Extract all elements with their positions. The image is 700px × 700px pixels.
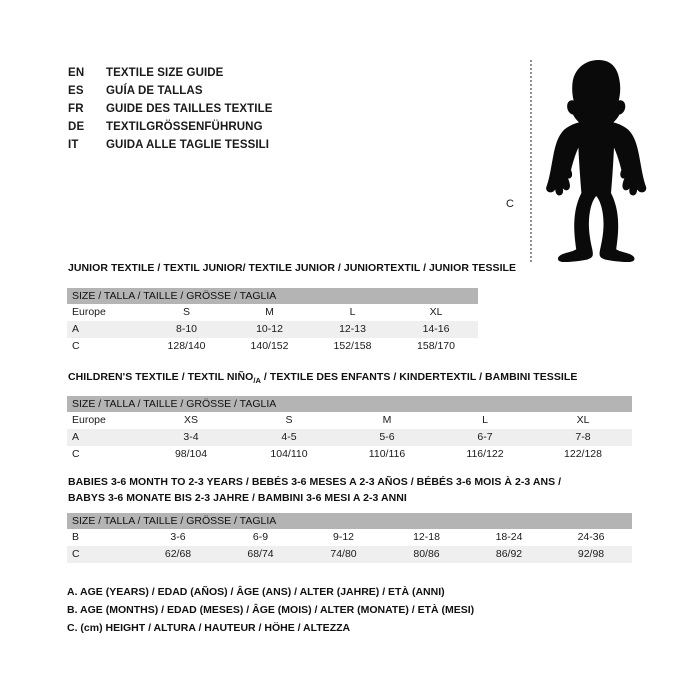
cell-value: 86/92 — [468, 546, 550, 563]
legend-line-b: B. AGE (MONTHS) / EDAD (MESES) / ÂGE (MO… — [67, 604, 475, 616]
cell-value: 152/158 — [311, 338, 394, 355]
table-header-row: SIZE / TALLA / TAILLE / GRÖSSE / TAGLIA — [67, 396, 632, 412]
cell-value: 7-8 — [534, 429, 632, 446]
row-label: C — [67, 338, 145, 355]
cell-value: 24-36 — [550, 529, 633, 546]
row-label: C — [67, 446, 142, 463]
babies-title-line2: BABYS 3-6 MONATE BIS 2-3 JAHRE / BAMBINI… — [68, 492, 407, 504]
cell-value: 10-12 — [228, 321, 311, 338]
cell-value: 110/116 — [338, 446, 436, 463]
cell-value: 6-7 — [436, 429, 534, 446]
cell-value: 62/68 — [137, 546, 219, 563]
row-label: C — [67, 546, 137, 563]
children-title-subscript: /A — [253, 376, 261, 386]
cell-value: 158/170 — [394, 338, 479, 355]
cell-value: 98/104 — [142, 446, 240, 463]
language-row-fr: FR GUIDE DES TAILLES TEXTILE — [68, 100, 398, 118]
cell-value: XS — [142, 412, 240, 429]
table-row: C 62/68 68/74 74/80 80/86 86/92 92/98 — [67, 546, 633, 563]
table-row: Europe S M L XL — [67, 304, 479, 321]
height-measurement-figure: C — [498, 38, 668, 268]
cell-value: S — [145, 304, 228, 321]
junior-size-header: SIZE / TALLA / TAILLE / GRÖSSE / TAGLIA — [67, 288, 479, 304]
child-silhouette-icon — [546, 60, 647, 262]
language-code-it: IT — [68, 139, 79, 151]
cell-value: 92/98 — [550, 546, 633, 563]
cell-value: 122/128 — [534, 446, 632, 463]
cell-value: 140/152 — [228, 338, 311, 355]
junior-section-title: JUNIOR TEXTILE / TEXTIL JUNIOR/ TEXTILE … — [68, 262, 517, 274]
language-code-de: DE — [68, 121, 85, 133]
cell-value: 80/86 — [385, 546, 468, 563]
babies-section-title: BABIES 3-6 MONTH TO 2-3 YEARS / BEBÉS 3-… — [68, 476, 561, 504]
language-title-fr: GUIDE DES TAILLES TEXTILE — [106, 103, 273, 115]
cell-value: 14-16 — [394, 321, 479, 338]
language-code-es: ES — [68, 85, 84, 97]
cell-value: XL — [534, 412, 632, 429]
measurement-legend: A. AGE (YEARS) / EDAD (AÑOS) / ÂGE (ANS)… — [67, 583, 587, 637]
language-row-de: DE TEXTILGRÖSSENFÜHRUNG — [68, 118, 398, 136]
cell-value: 9-12 — [302, 529, 385, 546]
table-row: C 128/140 140/152 152/158 158/170 — [67, 338, 479, 355]
cell-value: 18-24 — [468, 529, 550, 546]
table-header-row: SIZE / TALLA / TAILLE / GRÖSSE / TAGLIA — [67, 288, 479, 304]
language-code-fr: FR — [68, 103, 84, 115]
language-title-de: TEXTILGRÖSSENFÜHRUNG — [106, 121, 263, 133]
children-section-title: CHILDREN'S TEXTILE / TEXTIL NIÑO/A / TEX… — [68, 371, 577, 385]
cell-value: 5-6 — [338, 429, 436, 446]
children-size-table: SIZE / TALLA / TAILLE / GRÖSSE / TAGLIA … — [67, 396, 632, 463]
legend-line-c: C. (cm) HEIGHT / ALTURA / HAUTEUR / HÖHE… — [67, 622, 351, 634]
cell-value: 104/110 — [240, 446, 338, 463]
cell-value: 116/122 — [436, 446, 534, 463]
babies-size-table: SIZE / TALLA / TAILLE / GRÖSSE / TAGLIA … — [67, 513, 633, 563]
table-row: Europe XS S M L XL — [67, 412, 632, 429]
junior-size-table: SIZE / TALLA / TAILLE / GRÖSSE / TAGLIA … — [67, 288, 479, 355]
cell-value: 3-4 — [142, 429, 240, 446]
cell-value: 128/140 — [145, 338, 228, 355]
babies-title-line1: BABIES 3-6 MONTH TO 2-3 YEARS / BEBÉS 3-… — [68, 476, 562, 488]
cell-value: 74/80 — [302, 546, 385, 563]
language-title-en: TEXTILE SIZE GUIDE — [106, 67, 224, 79]
children-title-part2: / TEXTILE DES ENFANTS / KINDERTEXTIL / B… — [260, 371, 578, 383]
height-measure-dotted-line — [530, 60, 532, 262]
table-row: B 3-6 6-9 9-12 12-18 18-24 24-36 — [67, 529, 633, 546]
table-row: C 98/104 104/110 110/116 116/122 122/128 — [67, 446, 632, 463]
cell-value: S — [240, 412, 338, 429]
cell-value: XL — [394, 304, 479, 321]
row-label: Europe — [67, 304, 145, 321]
language-row-it: IT GUIDA ALLE TAGLIE TESSILI — [68, 136, 398, 154]
language-legend: EN TEXTILE SIZE GUIDE ES GUÍA DE TALLAS … — [68, 64, 398, 154]
cell-value: 3-6 — [137, 529, 219, 546]
babies-size-header: SIZE / TALLA / TAILLE / GRÖSSE / TAGLIA — [67, 513, 633, 529]
language-row-es: ES GUÍA DE TALLAS — [68, 82, 398, 100]
row-label: Europe — [67, 412, 142, 429]
children-size-header: SIZE / TALLA / TAILLE / GRÖSSE / TAGLIA — [67, 396, 632, 412]
height-axis-label: C — [506, 198, 514, 210]
children-title-part1: CHILDREN'S TEXTILE / TEXTIL NIÑO — [68, 371, 254, 383]
cell-value: L — [311, 304, 394, 321]
row-label: B — [67, 529, 137, 546]
cell-value: 8-10 — [145, 321, 228, 338]
language-code-en: EN — [68, 67, 85, 79]
table-row: A 3-4 4-5 5-6 6-7 7-8 — [67, 429, 632, 446]
cell-value: 12-18 — [385, 529, 468, 546]
cell-value: M — [228, 304, 311, 321]
cell-value: 12-13 — [311, 321, 394, 338]
language-title-it: GUIDA ALLE TAGLIE TESSILI — [106, 139, 270, 151]
cell-value: 6-9 — [219, 529, 302, 546]
cell-value: 4-5 — [240, 429, 338, 446]
table-header-row: SIZE / TALLA / TAILLE / GRÖSSE / TAGLIA — [67, 513, 633, 529]
language-title-es: GUÍA DE TALLAS — [106, 85, 203, 97]
row-label: A — [67, 321, 145, 338]
cell-value: M — [338, 412, 436, 429]
cell-value: 68/74 — [219, 546, 302, 563]
cell-value: L — [436, 412, 534, 429]
language-row-en: EN TEXTILE SIZE GUIDE — [68, 64, 398, 82]
legend-line-a: A. AGE (YEARS) / EDAD (AÑOS) / ÂGE (ANS)… — [67, 586, 445, 598]
row-label: A — [67, 429, 142, 446]
table-row: A 8-10 10-12 12-13 14-16 — [67, 321, 479, 338]
